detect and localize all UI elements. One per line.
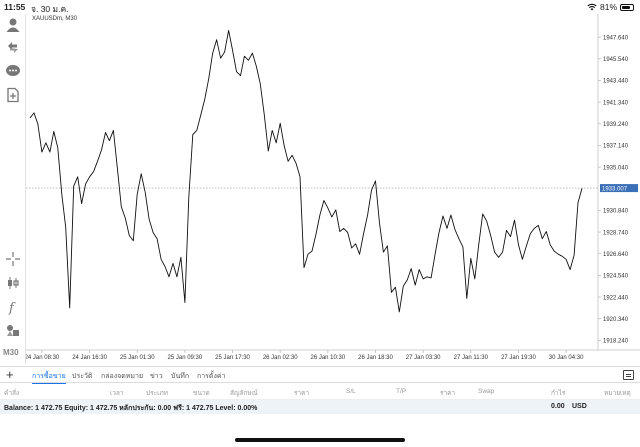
add-button[interactable]: + (6, 367, 14, 382)
col-volume[interactable]: ขนาด (193, 390, 210, 397)
price-series-line (29, 29, 583, 313)
status-bar: 11:55 จ. 30 ม.ค. 81% (0, 0, 640, 14)
terminal-tabs: + การซื้อขาย ประวัติ กล่องจดหมาย ข่าว บั… (0, 366, 640, 384)
x-tick-label: 27 Jan 03:30 (406, 355, 441, 361)
y-tick-label: 1928.740 (603, 230, 629, 236)
symbol-label: XAUUSDm, M30 (32, 16, 78, 22)
total-profit: 0.00 (551, 403, 565, 410)
battery-fill (622, 5, 631, 9)
indicators-icon[interactable]: f (4, 298, 22, 316)
col-swap[interactable]: Swap (478, 388, 495, 395)
col-symbol[interactable]: สัญลักษณ์ (230, 390, 258, 397)
col-tp[interactable]: T/P (396, 388, 407, 395)
layout-icon[interactable] (623, 370, 634, 380)
tab-history[interactable]: ประวัติ (72, 373, 93, 380)
x-tick-label: 30 Jan 04:30 (549, 355, 584, 361)
col-price[interactable]: ราคา (294, 390, 310, 397)
status-time: 11:55 (4, 2, 26, 12)
y-tick-label: 1930.840 (603, 209, 629, 215)
account-icon[interactable] (4, 16, 22, 34)
y-tick-label: 1922.440 (603, 295, 629, 301)
candles-icon[interactable] (4, 274, 22, 292)
y-tick-label: 1918.240 (603, 339, 629, 345)
tab-trade[interactable]: การซื้อขาย (32, 371, 66, 384)
y-tick-label: 1945.540 (603, 57, 629, 63)
x-tick-label: 24 Jan 08:30 (26, 355, 60, 361)
current-price-tag (600, 184, 638, 193)
tab-settings[interactable]: การตั้งค่า (197, 373, 226, 380)
col-profit[interactable]: กำไร (551, 390, 566, 397)
chart-area[interactable]: XAUUSDm, M30 1918.240 1920.340 1922.440 192… (26, 14, 640, 364)
col-current-price[interactable]: ราคา (440, 390, 456, 397)
x-tick-label: 25 Jan 09:30 (168, 355, 203, 361)
x-tick-label: 27 Jan 11:30 (454, 355, 489, 361)
y-tick-label: 1920.340 (603, 317, 629, 323)
orders-table-header: คำสั่ง เวลา ประเภท ขนาด สัญลักษณ์ ราคา S… (0, 384, 640, 400)
x-tick-label: 24 Jan 16:30 (72, 355, 107, 361)
wifi-icon (587, 3, 597, 11)
balance-row: Balance: 1 472.75 Equity: 1 472.75 หลักป… (0, 400, 640, 414)
profit-currency: USD (572, 403, 587, 410)
tab-journal[interactable]: บันทึก (171, 373, 190, 380)
col-order[interactable]: คำสั่ง (4, 390, 20, 397)
objects-icon[interactable] (4, 321, 22, 339)
trade-icon[interactable] (4, 38, 22, 56)
tab-news[interactable]: ข่าว (150, 373, 163, 380)
crosshair-icon[interactable] (4, 250, 22, 268)
home-indicator[interactable] (235, 438, 405, 442)
col-comment[interactable]: หมายเหตุ (604, 390, 631, 397)
svg-text:f: f (8, 301, 16, 315)
new-order-icon[interactable] (4, 86, 22, 104)
x-tick-label: 25 Jan 17:30 (215, 355, 250, 361)
x-tick-label: 26 Jan 10:30 (310, 355, 345, 361)
x-tick-label: 25 Jan 01:30 (120, 355, 155, 361)
y-tick-label: 1937.140 (603, 144, 629, 150)
battery-percent: 81% (599, 2, 617, 12)
y-tick-label: 1941.340 (603, 100, 629, 106)
balance-summary: Balance: 1 472.75 Equity: 1 472.75 หลักป… (4, 405, 258, 412)
left-toolbar: f M30 (0, 14, 26, 364)
y-tick-label: 1935.040 (603, 165, 629, 171)
y-tick-label: 1943.440 (603, 79, 629, 85)
y-tick-label: 1926.640 (603, 252, 629, 258)
timeframe-label[interactable]: M30 (3, 348, 19, 357)
battery-icon (620, 3, 634, 11)
y-tick-label: 1939.240 (603, 122, 629, 128)
col-sl[interactable]: S/L (346, 388, 356, 395)
status-right: 81% (587, 2, 634, 12)
col-time[interactable]: เวลา (110, 390, 124, 397)
x-tick-label: 26 Jan 02:30 (263, 355, 298, 361)
col-type[interactable]: ประเภท (146, 390, 168, 397)
y-tick-label: 1947.640 (603, 35, 629, 41)
price-chart[interactable]: 1918.240 1920.340 1922.440 1924.540 1926.640… (26, 14, 640, 364)
status-date: จ. 30 ม.ค. (31, 4, 69, 14)
y-tick-label: 1924.540 (603, 274, 629, 280)
x-tick-label: 27 Jan 19:30 (501, 355, 536, 361)
current-price-label: 1933.007 (602, 186, 628, 192)
x-tick-label: 26 Jan 18:30 (358, 355, 393, 361)
tab-mailbox[interactable]: กล่องจดหมาย (101, 373, 144, 380)
chat-icon[interactable] (4, 62, 22, 80)
